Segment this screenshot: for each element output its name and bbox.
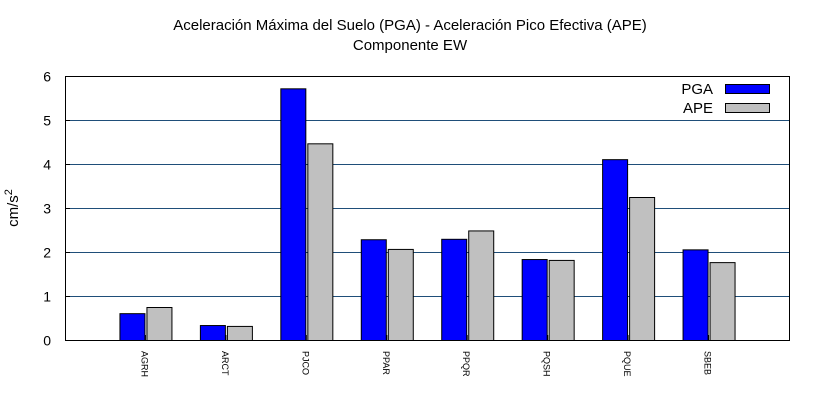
bar-ape xyxy=(387,248,414,341)
bar-pga xyxy=(441,238,468,341)
bar-ape xyxy=(709,262,736,341)
bar-pga xyxy=(199,325,226,342)
y-axis-label: cm/s2 xyxy=(3,189,22,227)
bar-pga xyxy=(119,313,146,342)
chart-title: Aceleración Máxima del Suelo (PGA) - Ace… xyxy=(173,17,647,34)
x-tick-label: SBEB xyxy=(703,351,713,375)
x-tick-label: AGRH xyxy=(139,351,149,377)
chart-subtitle: Componente EW xyxy=(352,37,468,54)
legend-swatch xyxy=(725,84,770,94)
bar-pga xyxy=(682,249,709,341)
x-tick-label: PPQR xyxy=(461,351,471,377)
x-tick-label: PQUE xyxy=(622,351,632,377)
y-tick-label: 3 xyxy=(43,201,51,217)
bar-pga xyxy=(360,239,387,342)
y-tick-label: 0 xyxy=(43,333,51,349)
y-tick-label: 1 xyxy=(43,289,51,305)
legend-label: APE xyxy=(683,100,713,117)
legend-swatch xyxy=(725,103,770,113)
bar-ape xyxy=(307,143,334,341)
x-tick-label: PPAR xyxy=(381,351,391,375)
y-tick-label: 4 xyxy=(43,157,51,173)
bar-pga xyxy=(521,259,548,342)
y-tick-label: 5 xyxy=(43,113,51,129)
bar-ape xyxy=(146,307,173,341)
bar-pga xyxy=(280,88,307,341)
y-tick-label: 6 xyxy=(43,69,51,85)
x-tick-label: ARCT xyxy=(220,351,230,376)
y-tick-label: 2 xyxy=(43,245,51,261)
legend-label: PGA xyxy=(681,81,713,98)
bar-ape xyxy=(629,197,656,341)
bar-ape xyxy=(226,325,253,342)
x-tick-label: PJCO xyxy=(300,351,310,375)
bar-ape xyxy=(468,230,495,341)
bar-ape xyxy=(548,259,575,342)
bar-pga xyxy=(602,159,629,341)
x-tick-label: PQSH xyxy=(542,351,552,377)
